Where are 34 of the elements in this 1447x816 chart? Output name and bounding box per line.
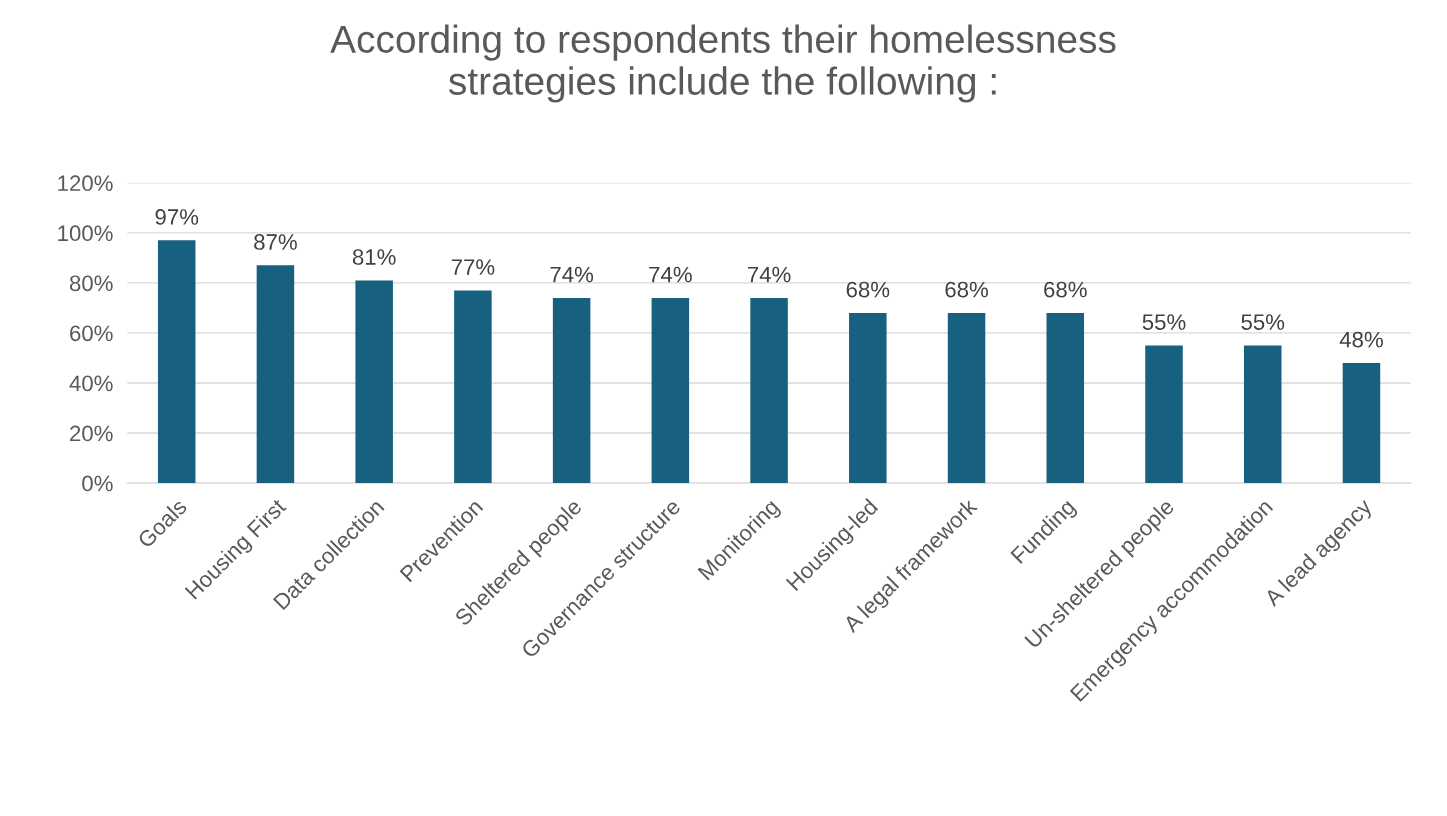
y-tick-label: 40% (69, 375, 113, 392)
y-tick-label: 100% (58, 225, 113, 242)
bar (1342, 362, 1381, 484)
data-label: 77% (451, 259, 495, 275)
bar (651, 297, 690, 484)
data-label: 68% (1044, 281, 1087, 298)
y-tick-label: 60% (70, 325, 113, 342)
y-tick-label: 0% (82, 475, 113, 492)
data-label: 74% (649, 266, 692, 283)
bar (1046, 312, 1085, 484)
data-label: 55% (1142, 314, 1186, 330)
bar (1243, 345, 1282, 484)
data-label: 55% (1241, 314, 1285, 330)
data-label: 81% (352, 249, 396, 265)
data-label: 74% (550, 266, 594, 283)
data-label: 87% (254, 234, 297, 250)
data-label: 74% (747, 266, 791, 283)
chart-title: According to respondents their homelessness strategies include the following : (330, 24, 1116, 103)
bar (256, 265, 295, 484)
data-label: 48% (1339, 331, 1383, 348)
bar (849, 312, 887, 484)
bar (454, 290, 492, 484)
data-label: 68% (945, 281, 988, 298)
bar (552, 297, 591, 484)
bar (157, 240, 196, 484)
bar (750, 297, 788, 484)
y-tick-label: 20% (70, 425, 113, 442)
bar (1145, 345, 1183, 484)
y-tick-label: 120% (58, 175, 113, 192)
data-label: 97% (155, 209, 199, 225)
bar (947, 312, 986, 484)
bar (355, 280, 393, 484)
y-tick-label: 80% (69, 275, 113, 292)
data-label: 68% (846, 281, 890, 298)
